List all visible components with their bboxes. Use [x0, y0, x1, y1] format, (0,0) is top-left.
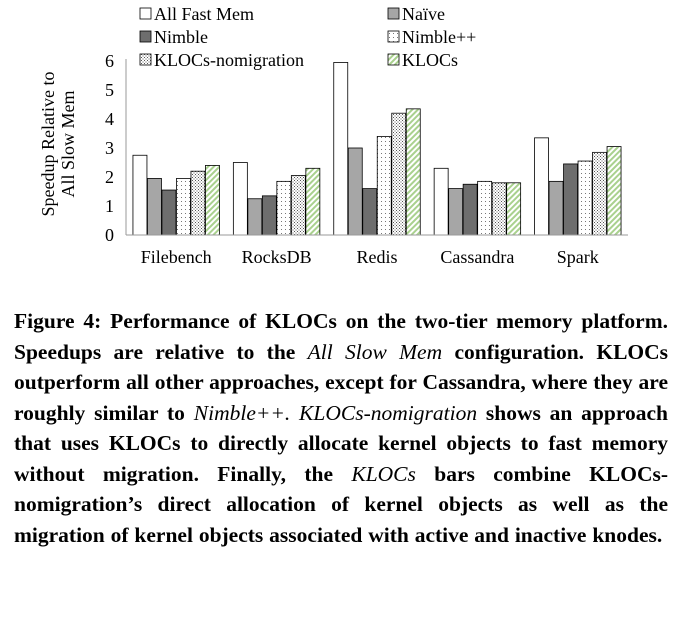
y-tick-label: 5	[105, 80, 114, 100]
bar-redis-nimble	[362, 188, 378, 236]
x-tick-label-spark: Spark	[557, 247, 599, 267]
bar-cassandra-nimble	[477, 180, 493, 236]
plot-area	[132, 62, 622, 236]
bar-spark-all-fast-mem	[534, 137, 549, 236]
bar-cassandra-klocs-nomigration	[491, 182, 507, 236]
y-tick-label: 1	[105, 196, 114, 216]
bar-spark-klocs	[606, 146, 622, 236]
bar-rocksdb-all-fast-mem	[232, 162, 248, 236]
legend-swatch-naive	[387, 7, 400, 20]
bar-cassandra-klocs	[506, 182, 522, 236]
bar-redis-naive	[347, 147, 363, 236]
legend-swatch-klocs-nomigration	[139, 53, 152, 66]
caption-italic-all-slow-mem: All Slow Mem	[307, 339, 443, 364]
bar-chart: All Fast Mem Naïve Nimble Nimble++ KLOCs-nom…	[38, 4, 628, 267]
bar-filebench-all-fast-mem	[132, 154, 148, 236]
caption-text: bars combine KLOCs-nomigration’s direct …	[14, 461, 669, 547]
x-tick-label-cassandra: Cassandra	[440, 247, 514, 267]
bar-filebench-klocs-nomigration	[190, 170, 206, 236]
caption-italic-klocs: KLOCs	[351, 461, 416, 486]
y-axis-label-line: Speedup Relative to	[38, 72, 58, 217]
bar-spark-nimble	[577, 160, 593, 236]
x-tick-label-filebench: Filebench	[141, 247, 212, 267]
y-tick-label: 0	[105, 225, 114, 245]
x-tick-label-redis: Redis	[356, 247, 397, 267]
legend-swatch-klocs	[387, 53, 400, 66]
x-tick-label-rocksdb: RocksDB	[242, 247, 312, 267]
figure-caption: Figure 4: Performance of KLOCs on the tw…	[14, 306, 668, 550]
y-axis: 0 1 2 3 4 5 6	[105, 51, 127, 245]
legend-label-nimble: Nimble	[154, 27, 208, 47]
legend-label-klocs: KLOCs	[402, 50, 458, 70]
bar-rocksdb-naive	[247, 198, 263, 236]
y-tick-label: 3	[105, 138, 114, 158]
bar-rocksdb-klocs	[305, 167, 321, 236]
legend-label-naive: Naïve	[402, 4, 445, 24]
bar-filebench-nimble	[161, 189, 177, 236]
bar-cassandra-nimble	[462, 183, 478, 236]
bar-redis-klocs	[405, 108, 421, 236]
bar-cassandra-all-fast-mem	[433, 167, 449, 236]
bar-filebench-klocs	[205, 164, 220, 236]
legend-label-all-fast-mem: All Fast Mem	[154, 4, 254, 24]
y-axis-label: Speedup Relative to All Slow Mem	[38, 72, 78, 217]
y-axis-label-line: All Slow Mem	[58, 90, 78, 197]
caption-text: Figure 4: Performance of KLOCs on the tw…	[14, 309, 668, 364]
x-axis: Filebench RocksDB Redis Cassandra Spark	[126, 234, 628, 267]
bar-redis-klocs-nomigration	[391, 112, 407, 236]
bar-rocksdb-klocs-nomigration	[290, 175, 306, 236]
bar-spark-naive	[548, 180, 564, 236]
legend-label-klocs-nomigration: KLOCs-nomigration	[154, 50, 304, 70]
bar-rocksdb-nimble	[261, 195, 277, 236]
y-tick-label: 4	[105, 109, 114, 129]
legend: All Fast Mem Naïve Nimble Nimble++ KLOCs-nom…	[139, 4, 476, 70]
bar-spark-nimble	[563, 163, 578, 236]
bar-rocksdb-nimble	[276, 180, 292, 236]
legend-swatch-all-fast-mem	[139, 7, 152, 20]
legend-label-nimble: Nimble++	[402, 27, 476, 47]
caption-text: configuration. KLOCs outperform all othe…	[14, 339, 669, 425]
bar-cassandra-naive	[448, 188, 464, 236]
bar-filebench-naive	[147, 178, 162, 236]
caption-italic-nimble: Nimble++. KLOCs-nomigration	[193, 400, 478, 425]
caption-text: shows an approach that uses KLOCs to dir…	[14, 400, 669, 486]
y-tick-label: 2	[105, 167, 114, 187]
y-tick-label: 6	[105, 51, 114, 71]
bar-spark-klocs-nomigration	[592, 151, 607, 236]
bar-filebench-nimble	[176, 178, 191, 236]
bar-redis-nimble	[376, 135, 392, 236]
legend-swatch-nimble	[139, 30, 152, 43]
legend-swatch-nimble	[387, 30, 400, 43]
bar-redis-all-fast-mem	[333, 62, 349, 236]
